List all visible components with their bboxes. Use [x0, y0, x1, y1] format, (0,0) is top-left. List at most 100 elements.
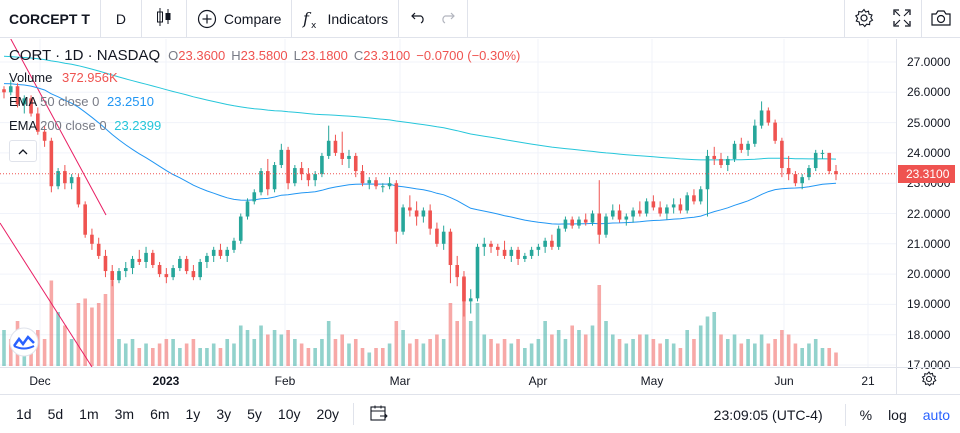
trendline-drawing[interactable]: [0, 39, 107, 216]
compare-label: Compare: [223, 10, 282, 27]
redo-button[interactable]: [433, 0, 467, 38]
price-tick-label: 22.0000: [907, 206, 951, 221]
volume-bar: [428, 339, 432, 366]
range-button-1y[interactable]: 1y: [185, 406, 201, 422]
interval-button[interactable]: D: [115, 10, 126, 27]
camera-icon: [930, 9, 952, 30]
volume-bar: [279, 334, 284, 366]
settings-button[interactable]: [845, 0, 883, 38]
chevron-up-icon: [18, 142, 28, 160]
legend-open-key: O: [168, 48, 179, 63]
range-button-5d[interactable]: 5d: [47, 406, 64, 422]
legend-close: 23.3100: [363, 48, 411, 63]
price-tick-label: 26.0000: [907, 85, 951, 100]
range-button-20y[interactable]: 20y: [316, 406, 340, 422]
candle-body: [739, 143, 744, 150]
volume-bar: [42, 339, 47, 366]
auto-scale-toggle[interactable]: auto: [922, 406, 950, 423]
legend-collapse-button[interactable]: [9, 140, 37, 162]
time-tick-label: Dec: [29, 374, 51, 388]
candle-body: [732, 143, 737, 159]
volume-bar: [610, 334, 615, 366]
fullscreen-button[interactable]: [883, 0, 921, 38]
gear-icon: [854, 8, 874, 31]
ema50-label: EMA: [9, 94, 37, 109]
range-button-3m[interactable]: 3m: [114, 406, 135, 422]
volume-bar: [698, 325, 703, 366]
legend-close-key: C: [353, 48, 364, 63]
price-tick-label: 20.0000: [907, 267, 951, 282]
ema200-label: EMA: [9, 118, 37, 133]
trendline-drawing[interactable]: [0, 222, 93, 367]
volume-bar: [76, 303, 81, 366]
chart-type-button[interactable]: [142, 0, 186, 38]
candle-body: [266, 171, 270, 190]
volume-bar: [211, 343, 216, 366]
volume-bar: [793, 343, 798, 366]
candle-body: [313, 174, 317, 181]
last-price-badge: 23.3100: [898, 164, 955, 183]
goto-date-button[interactable]: [360, 395, 398, 433]
candle-body: [468, 298, 473, 302]
volume-bar: [353, 339, 358, 366]
candle-body: [191, 271, 196, 278]
price-scale[interactable]: 27.0000 26.0000 25.0000 24.0000 23.0000 22.00…: [896, 39, 960, 372]
candle-body: [590, 213, 595, 223]
range-button-6m[interactable]: 6m: [150, 406, 170, 422]
clock-timezone[interactable]: 23:09:05 (UTC-4): [713, 406, 823, 423]
price-chart[interactable]: [0, 39, 960, 367]
candle-body: [380, 186, 385, 188]
candle-body: [502, 249, 507, 256]
candle-body: [658, 207, 662, 214]
screenshot-button[interactable]: [922, 0, 960, 38]
volume-bar: [130, 339, 135, 366]
axis-settings-button[interactable]: [896, 368, 960, 395]
time-tick-label: 2023: [152, 374, 180, 388]
volume-bar: [550, 334, 554, 366]
candle-body: [333, 140, 338, 153]
toolbar-divider: [185, 0, 187, 38]
svg-text:x: x: [311, 21, 317, 29]
time-axis[interactable]: Dec 2023 Feb Mar Apr May Jun 21: [0, 367, 960, 395]
candle-body: [556, 228, 561, 247]
candle-body: [157, 265, 162, 275]
range-button-10y[interactable]: 10y: [277, 406, 301, 422]
candle-body: [225, 249, 230, 256]
candle-body: [42, 131, 47, 141]
compare-button[interactable]: Compare: [187, 0, 292, 38]
candle-body: [83, 204, 87, 235]
legend-volume[interactable]: Volume 372.956K: [9, 66, 526, 90]
volume-bar: [556, 330, 561, 366]
volume-bar: [414, 339, 419, 366]
tradingview-logo[interactable]: [6, 327, 42, 357]
range-button-3y[interactable]: 3y: [216, 406, 232, 422]
candle-body: [22, 98, 27, 105]
range-button-1d[interactable]: 1d: [16, 406, 32, 422]
candle-body: [96, 243, 101, 256]
candle-body: [238, 216, 243, 241]
toolbar-divider: [844, 403, 846, 426]
candle-body: [577, 219, 581, 226]
log-scale-toggle[interactable]: log: [888, 406, 907, 423]
candle-body: [184, 258, 189, 272]
candle-body: [766, 110, 771, 123]
time-tick-label: Jun: [774, 374, 794, 388]
legend-ema200[interactable]: EMA 200 close 0 23.2399: [9, 114, 526, 138]
candle-body: [746, 143, 750, 150]
percent-scale-toggle[interactable]: %: [859, 406, 873, 423]
legend-ema50[interactable]: EMA 50 close 0 23.2510: [9, 90, 526, 114]
undo-button[interactable]: [399, 0, 433, 38]
volume-bar: [692, 339, 696, 366]
volume-bar: [468, 321, 473, 366]
range-button-1m[interactable]: 1m: [79, 406, 99, 422]
range-button-5y[interactable]: 5y: [247, 406, 262, 422]
symbol-search[interactable]: CORCEPT T: [9, 10, 90, 27]
candle-body: [56, 171, 60, 187]
candle-body: [171, 268, 175, 278]
volume-bar: [624, 343, 629, 366]
candle-body: [827, 152, 832, 172]
legend-high-key: H: [231, 48, 241, 63]
volume-bar: [360, 348, 365, 366]
volume-bar: [184, 343, 189, 366]
